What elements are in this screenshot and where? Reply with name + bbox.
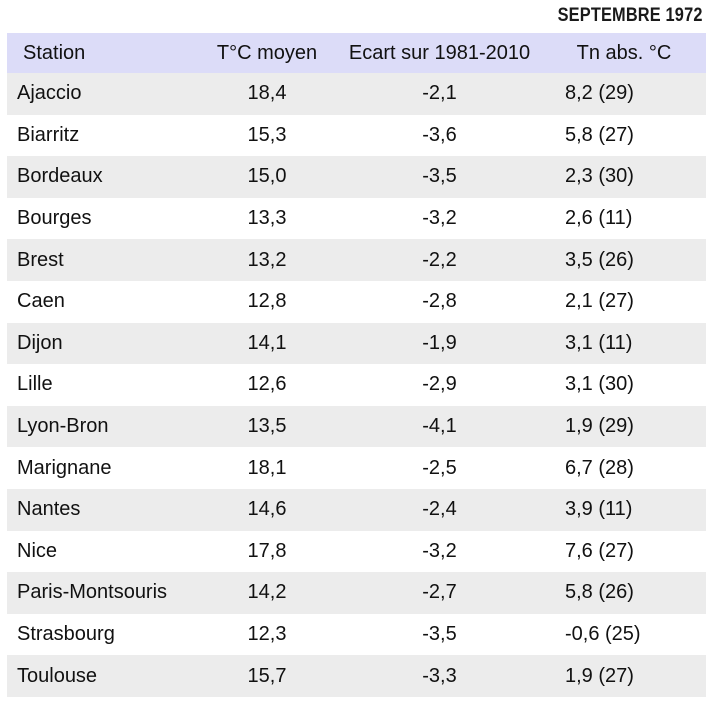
station-cell: Strasbourg — [17, 623, 115, 646]
station-cell: Nice — [17, 539, 58, 562]
anomaly-cell: -2,5 — [422, 456, 457, 479]
table-row: Ajaccio 18,4 -2,1 8,2 (29) — [7, 73, 706, 115]
station-cell: Paris-Montsouris — [17, 581, 168, 604]
station-cell: Marignane — [17, 456, 112, 479]
tnabs-cell: -0,6 (25) — [565, 623, 641, 646]
tnabs-cell: 2,3 (30) — [565, 165, 634, 188]
anomaly-cell: -3,3 — [422, 664, 457, 687]
header-station: Station — [23, 41, 86, 64]
tmean-cell: 15,0 — [247, 165, 287, 188]
anomaly-cell: -3,5 — [422, 165, 457, 188]
header-anomaly: Ecart sur 1981-2010 — [348, 41, 531, 64]
tmean-cell: 18,4 — [247, 82, 287, 105]
station-cell: Nantes — [17, 498, 81, 521]
table-row: Lille 12,6 -2,9 3,1 (30) — [7, 364, 706, 406]
table-row: Bordeaux 15,0 -3,5 2,3 (30) — [7, 156, 706, 198]
station-cell: Ajaccio — [17, 82, 82, 105]
anomaly-cell: -3,5 — [422, 623, 457, 646]
tnabs-cell: 2,6 (11) — [565, 207, 633, 230]
tnabs-cell: 1,9 (29) — [565, 415, 634, 438]
station-cell: Lille — [17, 373, 53, 396]
tmean-cell: 15,3 — [247, 123, 287, 146]
anomaly-cell: -2,8 — [422, 290, 457, 313]
anomaly-cell: -2,4 — [422, 498, 457, 521]
anomaly-cell: -3,2 — [422, 539, 457, 562]
anomaly-cell: -2,7 — [422, 581, 457, 604]
table-row: Lyon-Bron 13,5 -4,1 1,9 (29) — [7, 405, 706, 448]
tmean-cell: 12,3 — [247, 623, 287, 646]
table-row: Brest 13,2 -2,2 3,5 (26) — [7, 239, 706, 281]
table-row: Dijon 14,1 -1,9 3,1 (11) — [7, 322, 706, 365]
table-body: Ajaccio 18,4 -2,1 8,2 (29) Biarritz 15,3 -3,6 5… — [7, 73, 706, 697]
anomaly-cell: -4,1 — [422, 415, 457, 438]
station-cell: Dijon — [17, 331, 63, 354]
header-tnabs: Tn abs. °C — [576, 41, 672, 64]
station-cell: Brest — [17, 248, 64, 271]
table-row: Marignane 18,1 -2,5 6,7 (28) — [7, 447, 706, 489]
tmean-cell: 12,6 — [247, 373, 287, 396]
tmean-cell: 18,1 — [247, 456, 287, 479]
anomaly-cell: -3,2 — [422, 207, 457, 230]
tmean-cell: 14,6 — [247, 498, 287, 521]
station-cell: Bordeaux — [17, 165, 103, 188]
table-row: Biarritz 15,3 -3,6 5,8 (27) — [7, 114, 706, 157]
tnabs-cell: 7,6 (27) — [565, 539, 634, 562]
station-cell: Caen — [17, 290, 65, 313]
tnabs-cell: 3,5 (26) — [565, 248, 634, 271]
period-title: SEPTEMBRE 1972 — [558, 5, 703, 26]
table-row: Strasbourg 12,3 -3,5 -0,6 (25) — [7, 613, 706, 656]
station-cell: Toulouse — [17, 664, 98, 687]
table-row: Paris-Montsouris 14,2 -2,7 5,8 (26) — [7, 572, 706, 614]
tnabs-cell: 5,8 (27) — [565, 123, 634, 146]
tnabs-cell: 8,2 (29) — [565, 82, 634, 105]
station-cell: Biarritz — [17, 123, 80, 146]
tmean-cell: 13,2 — [247, 248, 287, 271]
tmean-cell: 13,3 — [247, 207, 287, 230]
tnabs-cell: 5,8 (26) — [565, 581, 634, 604]
station-cell: Lyon-Bron — [17, 415, 109, 438]
anomaly-cell: -2,1 — [422, 82, 457, 105]
tnabs-cell: 1,9 (27) — [565, 664, 634, 687]
tnabs-cell: 3,1 (30) — [565, 373, 634, 396]
tmean-cell: 17,8 — [247, 539, 287, 562]
tmean-cell: 12,8 — [247, 290, 287, 313]
table-row: Bourges 13,3 -3,2 2,6 (11) — [7, 197, 706, 240]
station-cell: Bourges — [17, 207, 92, 230]
tnabs-cell: 2,1 (27) — [565, 290, 634, 313]
header-tmean: T°C moyen — [216, 41, 318, 64]
tmean-cell: 13,5 — [247, 415, 287, 438]
tnabs-cell: 3,1 (11) — [565, 331, 633, 354]
tmean-cell: 14,1 — [247, 331, 287, 354]
tmean-cell: 14,2 — [247, 581, 287, 604]
anomaly-cell: -2,9 — [422, 373, 457, 396]
anomaly-cell: -1,9 — [422, 331, 457, 354]
table-row: Nice 17,8 -3,2 7,6 (27) — [7, 530, 706, 573]
anomaly-cell: -3,6 — [422, 123, 457, 146]
table-row: Nantes 14,6 -2,4 3,9 (11) — [7, 488, 706, 531]
anomaly-cell: -2,2 — [422, 248, 457, 271]
tmean-cell: 15,7 — [247, 664, 287, 687]
table-row: Caen 12,8 -2,8 2,1 (27) — [7, 280, 706, 323]
table-row: Toulouse 15,7 -3,3 1,9 (27) — [7, 655, 706, 697]
header-row: Station T°C moyen Ecart sur 1981-2010 Tn… — [7, 33, 706, 73]
tnabs-cell: 3,9 (11) — [565, 498, 633, 521]
climate-table: Station T°C moyen Ecart sur 1981-2010 Tn… — [7, 33, 706, 697]
tnabs-cell: 6,7 (28) — [565, 456, 634, 479]
